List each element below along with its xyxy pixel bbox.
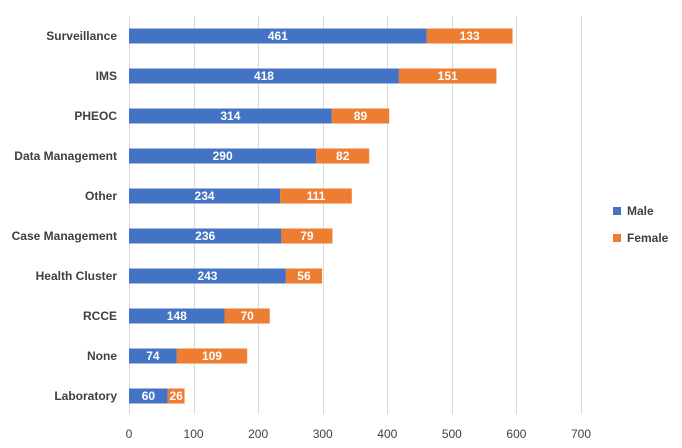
data-label-case-management-female: 79	[300, 229, 314, 243]
category-label-data-management: Data Management	[14, 149, 117, 163]
bar-data-management-male	[129, 148, 317, 164]
x-tick-label-600: 600	[506, 427, 526, 441]
category-labels: Surveillance IMS PHEOC Data Management Other…	[12, 29, 118, 403]
data-label-health-cluster-female: 56	[297, 269, 311, 283]
data-label-data-management-female: 82	[336, 149, 350, 163]
data-label-ims-female: 151	[438, 69, 458, 83]
data-label-laboratory-male: 60	[142, 389, 156, 403]
data-label-pheoc-female: 89	[354, 109, 368, 123]
x-tick-label-700: 700	[571, 427, 591, 441]
bar-other-female	[280, 188, 352, 204]
category-label-rcce: RCCE	[83, 309, 117, 323]
data-label-none-female: 109	[202, 349, 222, 363]
bar-ims-male	[129, 68, 399, 84]
bar-none-female	[176, 348, 248, 364]
bar-health-cluster-male	[129, 268, 286, 284]
bars: 461 133 418 151 314 89 290 82 234 111 236 79 243 56 14…	[129, 28, 513, 404]
bar-health-cluster-female	[285, 268, 323, 284]
data-label-surveillance-female: 133	[460, 29, 480, 43]
legend-swatch-male	[613, 207, 621, 215]
x-tick-label-200: 200	[248, 427, 268, 441]
category-label-other: Other	[85, 189, 117, 203]
data-label-rcce-female: 70	[240, 309, 254, 323]
bar-laboratory-male	[129, 388, 168, 404]
data-label-data-management-male: 290	[213, 149, 233, 163]
data-label-case-management-male: 236	[195, 229, 215, 243]
data-label-pheoc-male: 314	[220, 109, 240, 123]
bar-other-male	[129, 188, 281, 204]
category-label-none: None	[87, 349, 117, 363]
legend: Male Female	[613, 204, 669, 245]
category-label-surveillance: Surveillance	[46, 29, 117, 43]
legend-swatch-female	[613, 234, 621, 242]
data-label-health-cluster-male: 243	[197, 269, 217, 283]
data-label-other-male: 234	[195, 189, 215, 203]
category-label-laboratory: Laboratory	[54, 389, 117, 403]
x-tick-label-300: 300	[313, 427, 333, 441]
x-axis-tick-labels: 0 100 200 300 400 500 600 700	[126, 427, 592, 441]
x-tick-label-100: 100	[184, 427, 204, 441]
legend-label-female: Female	[627, 231, 669, 245]
data-label-ims-male: 418	[254, 69, 274, 83]
x-tick-label-500: 500	[442, 427, 462, 441]
data-label-other-female: 111	[307, 189, 326, 203]
category-label-health-cluster: Health Cluster	[36, 269, 118, 283]
x-tick-label-0: 0	[126, 427, 133, 441]
bar-laboratory-female	[167, 388, 185, 404]
data-label-none-male: 74	[146, 349, 160, 363]
category-label-ims: IMS	[96, 69, 117, 83]
legend-label-male: Male	[627, 204, 654, 218]
data-label-rcce-male: 148	[167, 309, 187, 323]
bar-ims-female	[398, 68, 497, 84]
bar-pheoc-male	[129, 108, 332, 124]
category-label-case-management: Case Management	[12, 229, 117, 243]
bar-surveillance-male	[129, 28, 427, 44]
bar-rcce-male	[129, 308, 225, 324]
category-label-pheoc: PHEOC	[74, 109, 117, 123]
bar-none-male	[129, 348, 177, 364]
bar-pheoc-female	[331, 108, 390, 124]
x-tick-label-400: 400	[377, 427, 397, 441]
data-label-laboratory-female: 26	[169, 389, 183, 403]
bar-surveillance-female	[426, 28, 513, 44]
bar-case-management-male	[129, 228, 282, 244]
bar-rcce-female	[224, 308, 270, 324]
bar-case-management-female	[281, 228, 333, 244]
data-label-surveillance-male: 461	[268, 29, 288, 43]
bar-data-management-female	[316, 148, 370, 164]
